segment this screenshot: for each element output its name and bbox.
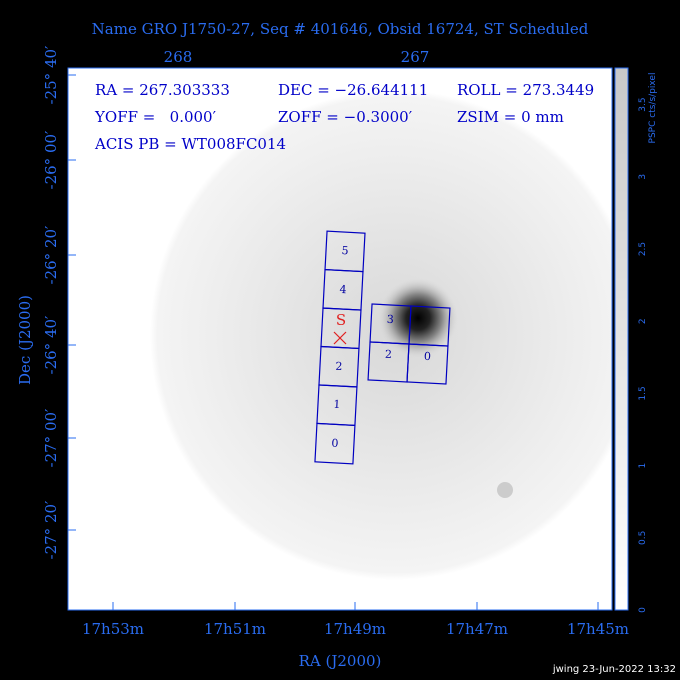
top-tick-label: 268 [164,48,193,66]
left-tick-label: -26° 40′ [42,315,60,375]
chip [406,343,449,385]
pointing-x [333,331,347,345]
colorbar-tick-label: 0.5 [638,531,648,545]
field-halo [150,90,612,580]
bottom-tick-label: 17h45m [567,620,629,638]
left-axis: -25° 40′ -26° 00′ -26° 20′ -26° 40′ -27° 00′… [42,45,76,560]
chip-label: 0 [331,437,339,450]
bottom-tick-label: 17h49m [324,620,386,638]
colorbar-tick-label: 3 [638,174,648,180]
chip-label: 4 [339,283,347,296]
sky-image [150,90,612,580]
chip-label: 0 [424,350,432,363]
colorbar-tick-label: 1 [638,463,648,469]
colorbar-tick-label: 3.5 [638,97,648,111]
source [378,278,458,358]
left-tick-label: -27° 00′ [42,408,60,468]
chip-label: 2 [335,360,343,373]
title: Name GRO J1750-27, Seq # 401646, Obsid 1… [92,20,589,38]
colorbar-tick-label: 2.5 [638,242,648,256]
colorbar-tick-label: 0 [638,607,648,613]
left-axis-title: Dec (J2000) [16,295,34,385]
faint-source [497,482,513,498]
info-text: YOFF = 0.000′ [94,108,217,126]
info-text: ACIS PB = WT008FC014 [94,135,286,153]
info: RA = 267.303333 DEC = −26.644111 ROLL = … [94,81,594,153]
info-text: ROLL = 273.3449 [457,81,594,99]
bottom-axis-title: RA (J2000) [299,652,382,670]
footer: jwing 23-Jun-2022 13:32 [552,664,676,675]
left-tick-label: -27° 20′ [42,500,60,560]
left-tick-label: -25° 40′ [42,45,60,105]
acis-s: 5 4 2 1 0 [314,230,366,465]
left-tick-label: -26° 20′ [42,225,60,285]
acis-i: 3 2 0 [367,303,451,385]
chip-label: 2 [385,348,393,361]
info-text: DEC = −26.644111 [278,81,428,99]
chip-label: 1 [333,398,341,411]
info-text: ZOFF = −0.3000′ [278,108,413,126]
left-tick-label: -26° 00′ [42,130,60,190]
chip-label: 5 [341,244,349,257]
bottom-tick-label: 17h51m [204,620,266,638]
bottom-tick-label: 17h47m [446,620,508,638]
colorbar-tick-label: 2 [638,318,648,324]
frame [67,67,613,611]
colorbar-label: PSPC cts/s/pixel [648,73,658,144]
chip-label: 3 [386,313,394,326]
chip [314,422,356,465]
info-text: RA = 267.303333 [95,81,230,99]
info-text: ZSIM = 0 mm [457,108,564,126]
colorbar [614,67,629,611]
top-tick-label: 267 [401,48,430,66]
aimpoint: S [336,311,346,329]
colorbar-ticks: 0 0.5 1 1.5 2 2.5 3 3.5 [638,97,648,612]
colorbar-tick-label: 1.5 [638,386,648,400]
bottom-axis: 17h53m 17h51m 17h49m 17h47m 17h45m [82,602,629,638]
bottom-tick-label: 17h53m [82,620,144,638]
